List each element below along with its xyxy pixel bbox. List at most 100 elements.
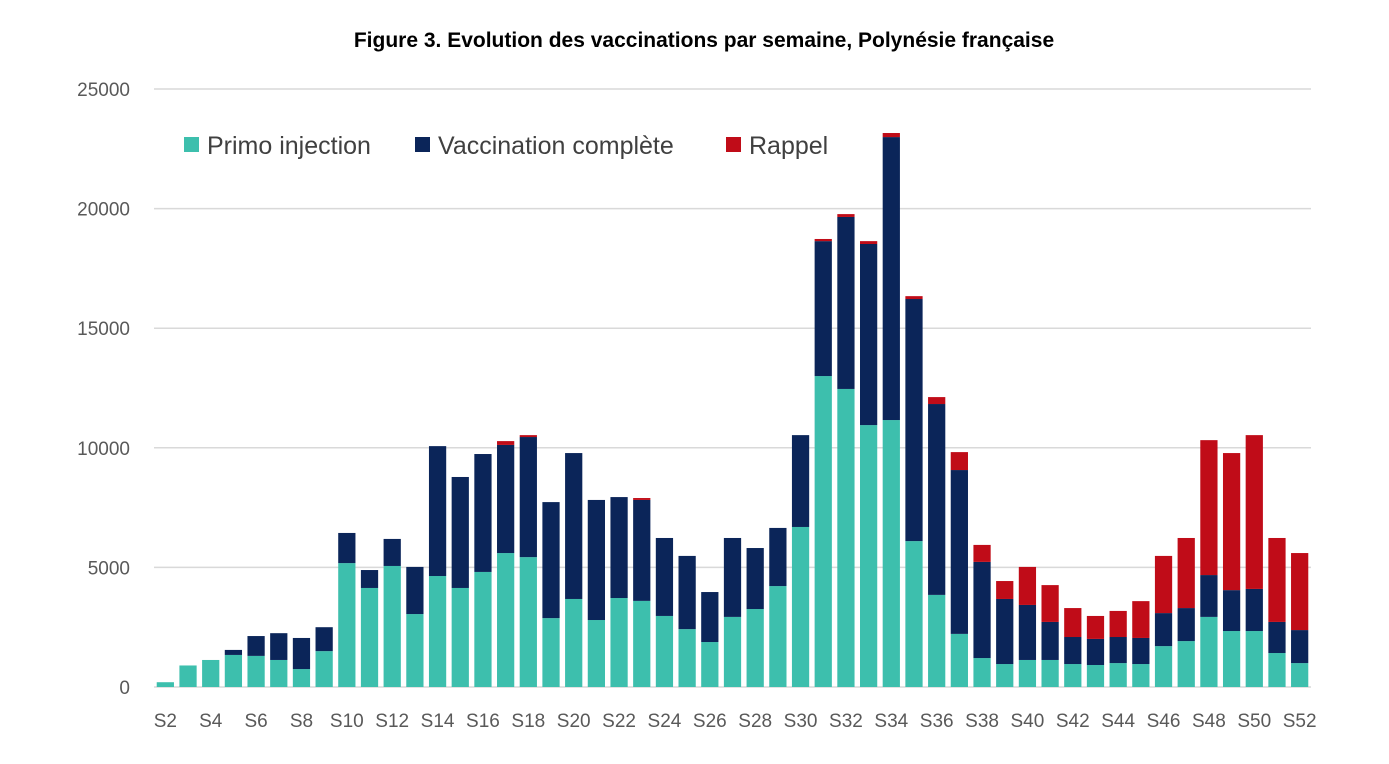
bar-primo-injection-S40 bbox=[1018, 659, 1037, 687]
x-tick-label: S42 bbox=[1056, 711, 1090, 732]
legend-swatch bbox=[184, 137, 199, 152]
bar-primo-injection-S23 bbox=[633, 600, 651, 687]
bar-vaccination-compl-te-S6 bbox=[247, 636, 265, 656]
bar-rappel-S45 bbox=[1132, 601, 1150, 638]
bar-rappel-S46 bbox=[1154, 555, 1173, 614]
bar-primo-injection-S10 bbox=[338, 563, 356, 687]
bar-vaccination-compl-te-S49 bbox=[1222, 590, 1241, 632]
bar-vaccination-compl-te-S45 bbox=[1132, 637, 1150, 665]
bar-vaccination-compl-te-S13 bbox=[406, 566, 424, 615]
bar-primo-injection-S14 bbox=[428, 576, 447, 687]
bar-vaccination-compl-te-S48 bbox=[1200, 575, 1218, 617]
bar-rappel-S50 bbox=[1245, 435, 1263, 589]
x-tick-label: S20 bbox=[557, 711, 591, 732]
x-tick-label: S8 bbox=[290, 711, 313, 732]
y-axis-ticks: 0 5000 10000 15000 20000 25000 bbox=[77, 80, 130, 699]
bar-vaccination-compl-te-S16 bbox=[474, 454, 492, 572]
bar-vaccination-compl-te-S10 bbox=[338, 532, 356, 564]
bar-rappel-S47 bbox=[1177, 537, 1195, 609]
bar-primo-injection-S19 bbox=[542, 618, 560, 687]
bar-primo-injection-S37 bbox=[950, 633, 968, 687]
legend: Primo injection Vaccination complète Rappe… bbox=[184, 132, 828, 160]
bar-vaccination-compl-te-S11 bbox=[360, 570, 379, 588]
bar-primo-injection-S36 bbox=[928, 594, 946, 687]
bar-vaccination-compl-te-S22 bbox=[610, 497, 628, 599]
bar-primo-injection-S39 bbox=[996, 664, 1014, 687]
legend-swatch bbox=[726, 137, 741, 152]
bar-rappel-S49 bbox=[1222, 453, 1241, 591]
legend-label: Primo injection bbox=[207, 132, 371, 160]
bar-vaccination-compl-te-S17 bbox=[497, 444, 515, 554]
bar-primo-injection-S44 bbox=[1109, 663, 1127, 687]
bar-primo-injection-S34 bbox=[882, 420, 900, 687]
bar-vaccination-compl-te-S23 bbox=[633, 499, 651, 601]
bar-vaccination-compl-te-S27 bbox=[723, 537, 742, 617]
bar-vaccination-compl-te-S34 bbox=[882, 137, 900, 421]
bar-primo-injection-S8 bbox=[292, 669, 311, 687]
y-tick-label: 15000 bbox=[77, 319, 130, 340]
bar-primo-injection-S38 bbox=[973, 658, 991, 687]
bar-vaccination-compl-te-S51 bbox=[1268, 621, 1286, 654]
bar-rappel-S48 bbox=[1200, 440, 1218, 576]
y-tick-label: 25000 bbox=[77, 80, 130, 101]
bar-primo-injection-S51 bbox=[1268, 653, 1286, 687]
bar-vaccination-compl-te-S30 bbox=[791, 435, 810, 527]
bar-primo-injection-S28 bbox=[746, 609, 764, 687]
bar-primo-injection-S13 bbox=[406, 614, 424, 687]
x-tick-label: S50 bbox=[1237, 711, 1271, 732]
bar-vaccination-compl-te-S32 bbox=[837, 216, 855, 389]
bar-rappel-S42 bbox=[1064, 608, 1082, 638]
x-tick-label: S52 bbox=[1283, 711, 1317, 732]
bar-primo-injection-S52 bbox=[1291, 663, 1309, 687]
bar-vaccination-compl-te-S14 bbox=[428, 446, 447, 577]
bar-vaccination-compl-te-S41 bbox=[1041, 621, 1059, 660]
bar-rappel-S43 bbox=[1086, 615, 1105, 639]
bar-primo-injection-S15 bbox=[451, 587, 469, 687]
bar-vaccination-compl-te-S38 bbox=[973, 561, 991, 659]
bar-vaccination-compl-te-S47 bbox=[1177, 608, 1195, 642]
bar-primo-injection-S35 bbox=[905, 541, 923, 687]
bars bbox=[156, 133, 1309, 687]
bar-primo-injection-S6 bbox=[247, 655, 265, 687]
bar-rappel-S38 bbox=[973, 544, 991, 562]
legend-label: Rappel bbox=[749, 132, 828, 160]
bar-vaccination-compl-te-S5 bbox=[224, 649, 243, 655]
bar-rappel-S32 bbox=[837, 214, 855, 217]
bar-primo-injection-S32 bbox=[837, 388, 855, 687]
bar-primo-injection-S4 bbox=[202, 659, 220, 687]
bar-vaccination-compl-te-S36 bbox=[928, 404, 946, 595]
bar-primo-injection-S20 bbox=[565, 598, 583, 687]
bar-vaccination-compl-te-S46 bbox=[1154, 613, 1173, 647]
bar-primo-injection-S2 bbox=[156, 682, 174, 687]
bar-vaccination-compl-te-S28 bbox=[746, 548, 764, 610]
x-tick-label: S22 bbox=[602, 711, 636, 732]
x-tick-label: S26 bbox=[693, 711, 727, 732]
bar-primo-injection-S49 bbox=[1222, 631, 1241, 687]
bar-primo-injection-S17 bbox=[497, 553, 515, 687]
bar-rappel-S35 bbox=[905, 296, 923, 300]
bar-primo-injection-S50 bbox=[1245, 631, 1263, 687]
bar-vaccination-compl-te-S43 bbox=[1086, 638, 1105, 665]
bar-vaccination-compl-te-S52 bbox=[1291, 630, 1309, 664]
y-tick-label: 10000 bbox=[77, 439, 130, 460]
bar-vaccination-compl-te-S19 bbox=[542, 502, 560, 619]
x-tick-label: S30 bbox=[784, 711, 818, 732]
x-tick-label: S2 bbox=[154, 711, 177, 732]
bar-primo-injection-S16 bbox=[474, 571, 492, 687]
x-tick-label: S28 bbox=[738, 711, 772, 732]
x-tick-label: S14 bbox=[421, 711, 455, 732]
bar-vaccination-compl-te-S35 bbox=[905, 299, 923, 542]
bar-rappel-S31 bbox=[814, 238, 832, 242]
bar-primo-injection-S26 bbox=[701, 642, 719, 687]
bar-vaccination-compl-te-S44 bbox=[1109, 637, 1127, 664]
bar-primo-injection-S46 bbox=[1154, 646, 1173, 687]
bar-primo-injection-S7 bbox=[270, 659, 288, 687]
x-tick-label: S34 bbox=[874, 711, 908, 732]
bar-primo-injection-S42 bbox=[1064, 664, 1082, 687]
x-tick-label: S40 bbox=[1011, 711, 1045, 732]
bar-vaccination-compl-te-S20 bbox=[565, 453, 583, 599]
bar-vaccination-compl-te-S25 bbox=[678, 555, 696, 630]
bar-rappel-S51 bbox=[1268, 537, 1286, 622]
bar-rappel-S41 bbox=[1041, 585, 1059, 622]
